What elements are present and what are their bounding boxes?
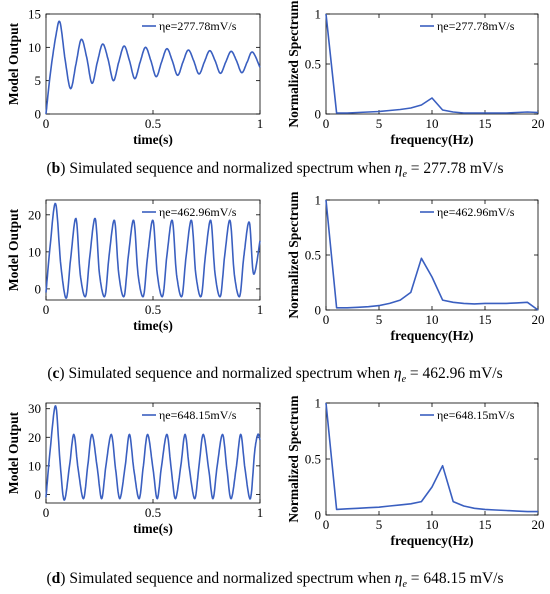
series-line [45, 405, 261, 501]
legend-label: ηe=462.96mV/s [159, 205, 237, 219]
x-axis-label: time(s) [133, 318, 173, 333]
legend-label: ηe=648.15mV/s [437, 408, 515, 422]
chart-2: 0 5 10 15 20 0 0.5 1 frequency(Hz) Normalized Spe… [286, 0, 545, 147]
y-axis-label: Model Output [6, 22, 21, 105]
x-tick-label: 15 [479, 116, 492, 131]
x-axis-label: frequency(Hz) [391, 328, 474, 343]
y-tick-label: 10 [28, 458, 41, 473]
caption-d: (d) Simulated sequence and normalized sp… [46, 570, 504, 591]
y-tick-label: 10 [28, 40, 41, 55]
y-axis-label: Model Output [6, 208, 21, 291]
x-tick-label: 0 [43, 302, 50, 317]
series-line [325, 199, 539, 311]
y-tick-label: 0 [35, 487, 42, 502]
y-tick-label: 0 [315, 508, 322, 523]
legend-label: ηe=462.96mV/s [437, 205, 515, 219]
x-axis-label: time(s) [133, 521, 173, 536]
y-tick-label: 0 [315, 107, 322, 122]
x-tick-label: 5 [376, 116, 383, 131]
series-line [325, 402, 538, 513]
x-tick-label: 20 [532, 312, 545, 327]
x-tick-label: 10 [426, 116, 439, 131]
y-axis-label: Normalized Spectrum [286, 0, 301, 128]
x-tick-label: 5 [376, 312, 383, 327]
y-tick-label: 1 [315, 7, 322, 22]
x-tick-label: 0 [43, 505, 50, 520]
y-tick-label: 30 [28, 401, 41, 416]
legend-label: ηe=277.78mV/s [437, 19, 515, 33]
y-tick-label: 5 [35, 73, 42, 88]
x-tick-label: 0 [323, 517, 330, 532]
chart-4: 0 5 10 15 20 0 0.5 1 frequency(Hz) Normalized Spe… [286, 191, 545, 343]
x-tick-label: 10 [426, 312, 439, 327]
y-tick-label: 1 [315, 396, 322, 411]
y-tick-label: 1 [315, 193, 322, 208]
y-tick-label: 0 [35, 281, 42, 296]
y-tick-label: 0.5 [305, 452, 321, 467]
y-axis-label: Normalized Spectrum [286, 191, 301, 319]
y-tick-label: 0.5 [305, 57, 321, 72]
series-line [45, 202, 261, 299]
x-tick-label: 5 [376, 517, 383, 532]
caption-c: (c) Simulated sequence and normalized sp… [47, 365, 503, 386]
y-tick-label: 0 [35, 107, 42, 122]
y-axis-label: Model Output [6, 411, 21, 494]
x-tick-label: 20 [532, 517, 545, 532]
x-tick-label: 0 [323, 312, 330, 327]
x-tick-label: 20 [532, 116, 545, 131]
x-tick-label: 0 [43, 116, 50, 131]
legend-label: ηe=648.15mV/s [159, 408, 237, 422]
y-axis-label: Normalized Spectrum [286, 395, 301, 523]
x-tick-label: 0.5 [145, 302, 161, 317]
x-axis-label: time(s) [133, 132, 173, 147]
x-tick-label: 15 [479, 517, 492, 532]
x-tick-label: 10 [426, 517, 439, 532]
x-axis-label: frequency(Hz) [391, 533, 474, 548]
y-tick-label: 15 [28, 7, 41, 22]
y-tick-label: 0 [315, 303, 322, 318]
series-line [45, 20, 261, 115]
x-tick-label: 15 [479, 312, 492, 327]
y-tick-label: 20 [28, 207, 41, 222]
chart-6: 0 5 10 15 20 0 0.5 1 frequency(Hz) Normalized Spe… [286, 395, 545, 548]
legend-label: ηe=277.78mV/s [159, 19, 237, 33]
series-line [325, 13, 539, 114]
x-tick-label: 1 [257, 116, 264, 131]
caption-b: (b) Simulated sequence and normalized sp… [46, 160, 504, 181]
x-tick-label: 0.5 [145, 116, 161, 131]
y-tick-label: 0.5 [305, 248, 321, 263]
x-tick-label: 1 [257, 505, 264, 520]
x-tick-label: 0.5 [145, 505, 161, 520]
y-tick-label: 20 [28, 430, 41, 445]
x-tick-label: 1 [257, 302, 264, 317]
y-tick-label: 10 [28, 244, 41, 259]
x-tick-label: 0 [323, 116, 330, 131]
x-axis-label: frequency(Hz) [391, 132, 474, 147]
